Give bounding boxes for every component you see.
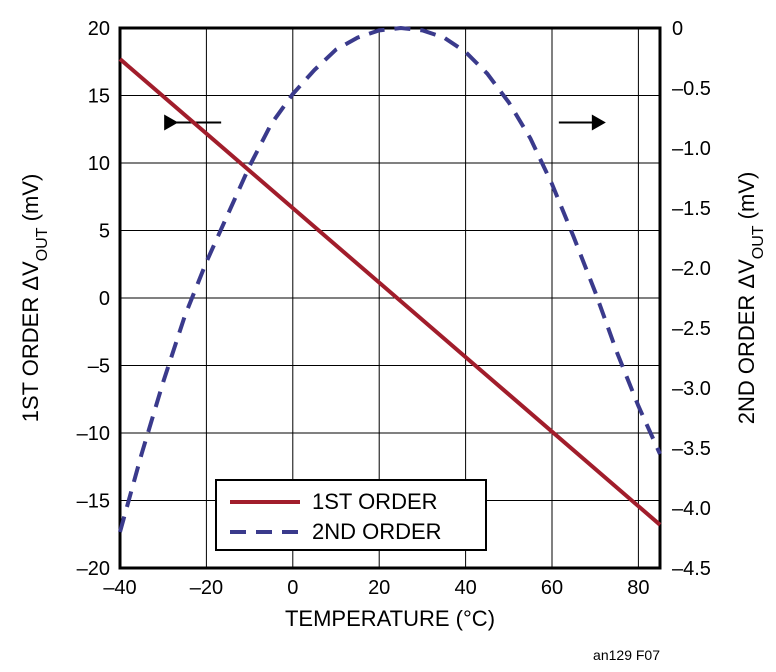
y-right-tick-label: –4.0 — [672, 498, 711, 520]
figure-id: an129 F07 — [593, 647, 660, 663]
y-right-tick-label: –4.5 — [672, 558, 711, 580]
x-tick-label: 40 — [454, 577, 476, 599]
x-tick-label: –40 — [103, 577, 136, 599]
y-right-tick-label: –3.5 — [672, 438, 711, 460]
y-left-tick-label: –5 — [88, 356, 110, 378]
x-tick-label: 20 — [368, 577, 390, 599]
y-left-tick-label: 10 — [88, 153, 110, 175]
y-right-tick-label: 0 — [672, 18, 683, 40]
y-left-tick-label: –20 — [77, 558, 110, 580]
x-tick-label: 0 — [287, 577, 298, 599]
y-left-tick-label: –10 — [77, 423, 110, 445]
y-right-tick-label: –1.0 — [672, 138, 711, 160]
y-right-tick-label: –1.5 — [672, 198, 711, 220]
y-left-tick-label: –15 — [77, 491, 110, 513]
legend-label: 1ST ORDER — [312, 489, 438, 514]
y-right-tick-label: –2.0 — [672, 258, 711, 280]
chart-container: –40–20020406080TEMPERATURE (°C)–20–15–10… — [0, 0, 776, 672]
chart-svg: –40–20020406080TEMPERATURE (°C)–20–15–10… — [0, 0, 776, 672]
y-left-tick-label: 15 — [88, 86, 110, 108]
y-left-tick-label: 5 — [99, 221, 110, 243]
legend-label: 2ND ORDER — [312, 519, 442, 544]
x-tick-label: 80 — [627, 577, 649, 599]
x-tick-label: 60 — [541, 577, 563, 599]
x-tick-label: –20 — [190, 577, 223, 599]
x-axis-label: TEMPERATURE (°C) — [285, 606, 495, 631]
y-left-tick-label: 20 — [88, 18, 110, 40]
y-right-tick-label: –0.5 — [672, 78, 711, 100]
y-left-tick-label: 0 — [99, 288, 110, 310]
y-right-tick-label: –2.5 — [672, 318, 711, 340]
y-right-tick-label: –3.0 — [672, 378, 711, 400]
